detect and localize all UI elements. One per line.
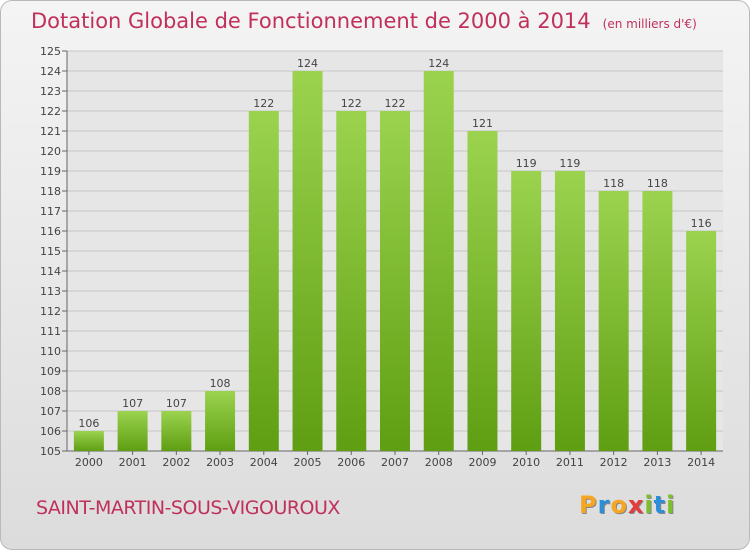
bar-value-label: 122: [341, 97, 362, 110]
bar-value-label: 124: [297, 57, 318, 70]
chart-title: Dotation Globale de Fonctionnement de 20…: [31, 9, 697, 33]
bar-value-label: 122: [385, 97, 406, 110]
chart-subtitle: (en milliers d'€): [602, 17, 697, 31]
y-tick-label: 122: [40, 105, 61, 118]
y-tick-label: 112: [40, 305, 61, 318]
bar: [161, 411, 192, 451]
x-tick-label: 2008: [425, 456, 453, 469]
x-tick-label: 2006: [337, 456, 365, 469]
logo-letter: o: [610, 491, 628, 519]
x-tick-label: 2001: [119, 456, 147, 469]
bar-value-label: 118: [603, 177, 624, 190]
bar-value-label: 116: [691, 217, 712, 230]
x-tick-label: 2010: [512, 456, 540, 469]
chart-title-text: Dotation Globale de Fonctionnement de 20…: [31, 9, 591, 33]
x-tick-label: 2000: [75, 456, 103, 469]
bar-value-label: 108: [210, 377, 231, 390]
bar: [686, 231, 717, 451]
y-tick-label: 121: [40, 125, 61, 138]
y-tick-label: 115: [40, 245, 61, 258]
bar: [598, 191, 629, 451]
bar: [292, 71, 323, 451]
bar: [73, 431, 104, 451]
logo-letter: P: [579, 491, 598, 519]
proxiti-logo: Proxiti: [579, 491, 675, 519]
bar: [423, 71, 454, 451]
x-tick-label: 2007: [381, 456, 409, 469]
x-tick-label: 2002: [162, 456, 190, 469]
bar: [642, 191, 673, 451]
x-tick-label: 2005: [294, 456, 322, 469]
y-tick-label: 118: [40, 185, 61, 198]
commune-name: SAINT-MARTIN-SOUS-VIGOUROUX: [36, 497, 340, 519]
bar: [511, 171, 542, 451]
y-tick-label: 107: [40, 405, 61, 418]
logo-letter: t: [653, 491, 667, 519]
bar: [248, 111, 279, 451]
logo-letter: i: [666, 491, 676, 519]
y-tick-label: 116: [40, 225, 61, 238]
logo-letter: r: [597, 491, 611, 519]
bar-value-label: 119: [516, 157, 537, 170]
bar-value-label: 122: [253, 97, 274, 110]
y-tick-label: 109: [40, 365, 61, 378]
bar-value-label: 118: [647, 177, 668, 190]
bar: [467, 131, 498, 451]
y-tick-label: 110: [40, 345, 61, 358]
bar-value-label: 121: [472, 117, 493, 130]
y-tick-label: 123: [40, 85, 61, 98]
x-tick-label: 2011: [556, 456, 584, 469]
x-tick-label: 2014: [687, 456, 715, 469]
bar: [336, 111, 367, 451]
bar-value-label: 119: [559, 157, 580, 170]
x-tick-label: 2012: [600, 456, 628, 469]
y-tick-label: 114: [40, 265, 61, 278]
bar: [117, 411, 148, 451]
bar-value-label: 107: [166, 397, 187, 410]
x-tick-label: 2013: [643, 456, 671, 469]
x-tick-label: 2003: [206, 456, 234, 469]
y-tick-label: 111: [40, 325, 61, 338]
bar-value-label: 106: [78, 417, 99, 430]
y-tick-label: 120: [40, 145, 61, 158]
logo-letter: i: [644, 491, 654, 519]
bar: [554, 171, 585, 451]
y-tick-label: 119: [40, 165, 61, 178]
bar-value-label: 124: [428, 57, 449, 70]
y-tick-label: 113: [40, 285, 61, 298]
x-tick-label: 2009: [468, 456, 496, 469]
bar: [380, 111, 410, 451]
x-tick-label: 2004: [250, 456, 278, 469]
y-tick-label: 117: [40, 205, 61, 218]
y-tick-label: 124: [40, 65, 61, 78]
bar: [205, 391, 236, 451]
y-tick-label: 125: [40, 45, 61, 58]
bar-value-label: 107: [122, 397, 143, 410]
y-tick-label: 108: [40, 385, 61, 398]
y-tick-label: 105: [40, 445, 61, 458]
y-tick-label: 106: [40, 425, 61, 438]
logo-letter: x: [627, 491, 645, 519]
